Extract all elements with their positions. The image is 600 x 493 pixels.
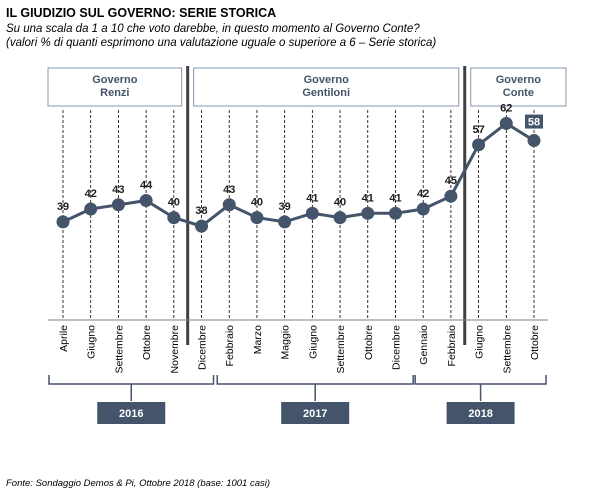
government-label: Gentiloni — [302, 87, 350, 99]
data-point — [388, 206, 402, 220]
value-label: 43 — [223, 184, 235, 196]
data-point — [333, 211, 347, 225]
value-labels: 39 42 43 44 40 38 43 40 39 41 40 41 41 42 45 57 62 58 — [57, 102, 543, 217]
data-point — [527, 134, 541, 148]
government-label: Conte — [503, 87, 534, 99]
year-label: 2017 — [303, 408, 327, 420]
data-point — [56, 215, 70, 229]
value-label: 41 — [389, 192, 401, 204]
data-point — [167, 211, 181, 225]
value-label: 44 — [140, 179, 153, 191]
x-tick-label: Ottobre — [363, 325, 375, 360]
data-point — [499, 116, 513, 130]
government-box — [193, 67, 460, 107]
x-tick-label: Dicembre — [390, 325, 402, 370]
x-tick-label: Settembre — [113, 325, 125, 374]
value-label: 62 — [500, 102, 512, 114]
data-point — [444, 189, 458, 203]
value-label: 42 — [417, 188, 429, 200]
source-note: Fonte: Sondaggio Demos & Pi, Ottobre 201… — [6, 478, 270, 489]
x-tick-label: Giugno — [474, 325, 486, 359]
x-tick-label: Aprile — [58, 325, 70, 352]
data-point — [361, 206, 375, 220]
x-tick-label: Dicembre — [197, 325, 209, 370]
value-label: 40 — [251, 197, 263, 209]
data-point — [305, 206, 319, 220]
year-box — [446, 402, 515, 424]
x-axis: Aprile Giugno Settembre Ottobre Novembre Dice… — [48, 319, 548, 374]
data-point — [416, 202, 430, 216]
data-point — [278, 215, 292, 229]
government-label: Renzi — [100, 87, 129, 99]
government-label: Governo — [304, 74, 350, 86]
value-label: 41 — [362, 192, 374, 204]
chart-subtitle-line-2: (valori % di quanti esprimono una valuta… — [6, 37, 436, 49]
x-tick-label: Ottobre — [141, 325, 153, 360]
value-label: 40 — [334, 197, 346, 209]
x-tick-label: Settembre — [335, 325, 347, 374]
x-tick-label: Giugno — [86, 325, 98, 359]
value-label: 41 — [306, 192, 318, 204]
data-point — [111, 198, 125, 212]
government-label: Governo — [496, 74, 542, 86]
year-groups: 2016 2017 2018 — [48, 375, 547, 424]
chart-title: IL GIUDIZIO SUL GOVERNO: SERIE STORICA — [6, 6, 276, 20]
x-tick-label: Giugno — [307, 325, 319, 359]
year-bracket — [414, 375, 547, 401]
highlight-label-box — [525, 114, 543, 129]
x-tick-label: Ottobre — [529, 325, 541, 360]
government-box — [470, 67, 567, 107]
value-label: 45 — [445, 175, 457, 187]
year-bracket — [48, 375, 215, 401]
chart-subtitle-line-1: Su una scala da 1 a 10 che voto darebbe,… — [6, 23, 420, 35]
x-tick-label: Settembre — [501, 325, 513, 374]
year-box — [281, 402, 350, 424]
x-tick-label: Febbraio — [224, 325, 236, 367]
data-point — [222, 198, 236, 212]
year-label: 2018 — [468, 408, 492, 420]
x-tick-label: Maggio — [280, 325, 292, 360]
year-bracket — [216, 375, 414, 401]
x-tick-label: Marzo — [252, 325, 264, 354]
x-tick-label: Febbraio — [446, 325, 458, 367]
value-label: 42 — [85, 188, 97, 200]
series-line-group — [56, 116, 541, 233]
data-point — [84, 202, 98, 216]
government-dividers — [186, 66, 467, 345]
value-label: 58 — [528, 117, 540, 129]
value-label: 43 — [112, 184, 124, 196]
government-box — [47, 67, 183, 107]
data-point — [139, 193, 153, 207]
value-label: 40 — [168, 197, 180, 209]
x-tick-label: Gennaio — [418, 325, 430, 365]
value-label: 57 — [472, 124, 484, 136]
data-point — [195, 219, 209, 233]
year-label: 2016 — [119, 408, 143, 420]
value-label: 39 — [57, 201, 69, 213]
x-tick-label: Novembre — [169, 325, 181, 374]
value-label: 39 — [279, 201, 291, 213]
value-label: 38 — [195, 205, 207, 217]
data-point — [250, 211, 264, 225]
government-label: Governo — [92, 74, 138, 86]
data-point — [472, 138, 486, 152]
year-box — [97, 402, 166, 424]
